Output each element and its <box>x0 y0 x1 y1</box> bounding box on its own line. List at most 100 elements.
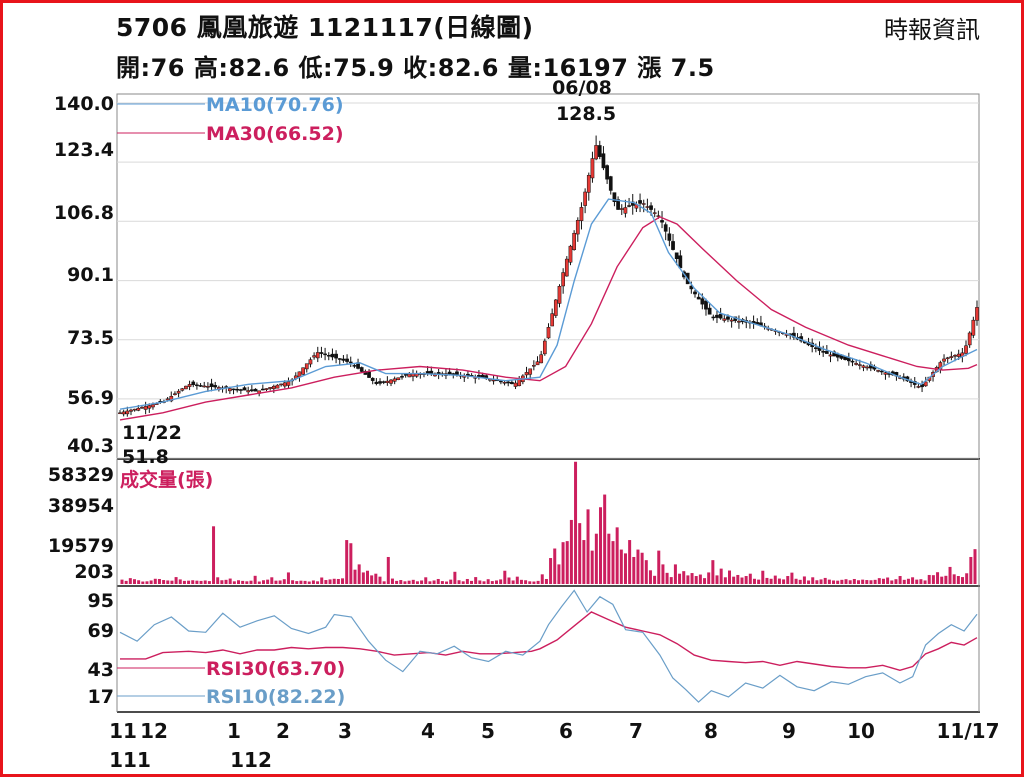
volume-bar <box>536 580 540 584</box>
candle-up <box>542 340 547 355</box>
volume-bar <box>861 579 865 584</box>
volume-bar <box>432 580 436 584</box>
candle-up <box>140 407 144 409</box>
candle-down <box>370 377 375 381</box>
volume-bar <box>461 581 465 584</box>
volume-bar <box>648 570 652 584</box>
volume-bar <box>590 550 594 584</box>
volume-bar <box>815 580 819 584</box>
candle-up <box>539 354 544 364</box>
candle-down <box>696 296 701 300</box>
volume-bar <box>524 580 528 584</box>
x-tick: 11 <box>109 719 137 743</box>
y-tick: 56.9 <box>67 387 114 409</box>
candle-up <box>176 390 181 394</box>
volume-bar <box>549 558 553 584</box>
volume-bar <box>187 580 191 584</box>
volume-bar <box>707 572 711 584</box>
volume-bar <box>395 580 399 584</box>
candle-up <box>594 145 598 160</box>
volume-bar <box>594 533 598 584</box>
candle-down <box>249 389 254 392</box>
volume-bar <box>936 572 940 584</box>
candle-down <box>235 388 240 391</box>
volume-bar <box>303 580 307 584</box>
candle-down <box>693 291 697 295</box>
volume-bar <box>361 572 365 584</box>
volume-bar <box>973 549 977 584</box>
volume-bar <box>765 577 769 584</box>
volume-bar <box>378 576 382 584</box>
candle-up <box>722 318 727 321</box>
volume-bar <box>869 580 873 584</box>
volume-bar <box>740 577 744 584</box>
candle-up <box>524 372 529 376</box>
volume-bar <box>494 580 498 584</box>
candle-down <box>879 370 884 373</box>
candle-up <box>641 203 646 205</box>
candle-up <box>180 388 185 391</box>
volume-bar <box>386 556 390 584</box>
volume-bar <box>382 581 386 584</box>
volume-bar <box>569 519 573 584</box>
volume-bar <box>628 540 632 584</box>
volume-bar <box>582 540 586 584</box>
volume-bar <box>374 573 378 584</box>
x-tick: 4 <box>421 719 435 743</box>
volume-bar <box>345 540 349 584</box>
volume-bar <box>507 577 511 584</box>
volume-bar <box>794 578 798 584</box>
volume-bar <box>424 577 428 584</box>
volume-bar <box>403 581 407 584</box>
year-label: 112 <box>230 748 272 772</box>
volume-bar <box>752 578 756 584</box>
volume-bar <box>203 580 207 584</box>
volume-bar <box>465 578 469 584</box>
volume-bar <box>961 577 965 584</box>
volume-bar <box>586 509 590 584</box>
volume-bar <box>623 553 627 584</box>
volume-bar <box>553 548 557 584</box>
volume-bar <box>678 573 682 584</box>
volume-bar <box>282 579 286 584</box>
volume-bar <box>840 579 844 584</box>
candle-down <box>242 387 247 391</box>
volume-bar <box>940 576 944 584</box>
volume-bar <box>911 577 915 584</box>
candle-up <box>583 191 587 206</box>
volume-bar <box>220 580 224 584</box>
candle-down <box>374 381 379 384</box>
price-legend: MA10(70.76) MA30(66.52) <box>117 94 344 145</box>
rsi30-line <box>120 611 978 672</box>
candle-up <box>546 327 551 339</box>
candle-up <box>143 406 148 410</box>
volume-bar <box>823 577 827 584</box>
candle-up <box>590 158 595 179</box>
volume-bar <box>365 570 369 584</box>
volume-y-axis: 58329 38954 19579 203 <box>48 464 114 583</box>
candle-down <box>649 205 653 210</box>
volume-bar <box>278 580 282 584</box>
volume-bar <box>673 564 677 584</box>
candle-up <box>854 363 858 365</box>
volume-bar <box>320 577 324 584</box>
volume-label: 成交量(張) <box>120 468 213 491</box>
candle-up <box>125 410 130 415</box>
volume-bar <box>890 580 894 584</box>
volume-bar <box>228 578 232 584</box>
volume-bar <box>632 556 636 584</box>
candle-up <box>923 381 928 387</box>
volume-bar <box>445 581 449 584</box>
candle-up <box>513 382 518 387</box>
candle-up <box>301 367 305 375</box>
volume-bar <box>873 579 877 584</box>
candle-up <box>535 361 540 366</box>
volume-bar <box>877 578 881 584</box>
candle-up <box>953 355 957 357</box>
volume-bar <box>174 577 178 584</box>
volume-bar <box>565 541 569 584</box>
volume-bar <box>894 579 898 584</box>
candle-up <box>865 366 869 369</box>
volume-bar <box>132 579 136 584</box>
volume-bar <box>328 579 332 584</box>
